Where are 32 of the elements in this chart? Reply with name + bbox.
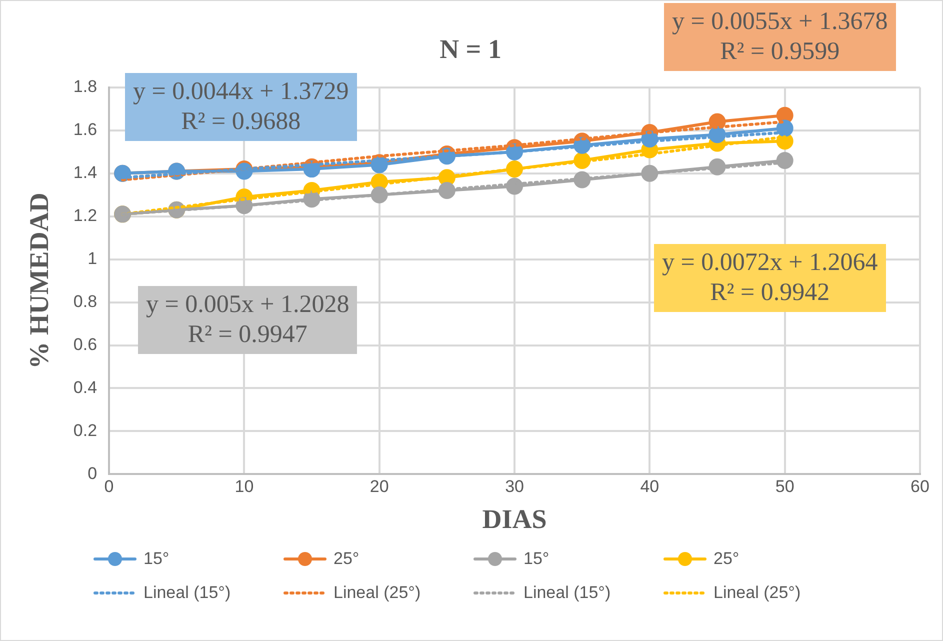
y-tick-label: 0.6	[73, 334, 98, 354]
chart-title: N = 1	[440, 34, 502, 64]
x-axis-title: DIAS	[482, 504, 547, 534]
annotation: y = 0.0044x + 1.3729 R² = 0.9688	[125, 73, 357, 141]
y-tick-label: 0	[88, 464, 98, 483]
y-tick-label: 1.6	[73, 120, 98, 140]
legend-label: Lineal (25°)	[714, 583, 801, 603]
legend-label: Lineal (15°)	[144, 583, 231, 603]
y-axis-title: % HUMEDAD	[24, 192, 54, 369]
legend-label: Lineal (25°)	[334, 583, 421, 603]
legend-label: 25°	[714, 549, 740, 569]
x-tick-label: 50	[775, 477, 794, 496]
x-tick-label: 60	[910, 477, 930, 496]
y-tick-label: 0.4	[73, 378, 98, 397]
text: y = 0.0055x + 1.3678 R² = 0.9599	[664, 3, 896, 71]
x-tick-label: 0	[104, 477, 114, 496]
y-tick-label: 0.8	[73, 292, 98, 311]
legend-label: Lineal (15°)	[524, 583, 611, 603]
legend-label: 15°	[524, 549, 550, 569]
y-tick-label: 1	[88, 249, 98, 268]
y-tick-label: 1.2	[73, 206, 98, 226]
legend-label: 25°	[334, 549, 360, 569]
annotation: y = 0.005x + 1.2028 R² = 0.9947	[138, 286, 358, 354]
annotation: y = 0.0072x + 1.2064 R² = 0.9942	[654, 244, 886, 312]
x-tick-label: 20	[370, 477, 389, 496]
y-tick-label: 1.4	[73, 163, 98, 182]
x-tick-label: 40	[640, 477, 660, 496]
legend-label: 15°	[144, 549, 170, 569]
y-tick-label: 0.2	[73, 420, 98, 440]
x-tick-label: 10	[234, 477, 254, 496]
y-tick-label: 1.8	[73, 77, 98, 96]
x-tick-label: 30	[505, 477, 524, 496]
